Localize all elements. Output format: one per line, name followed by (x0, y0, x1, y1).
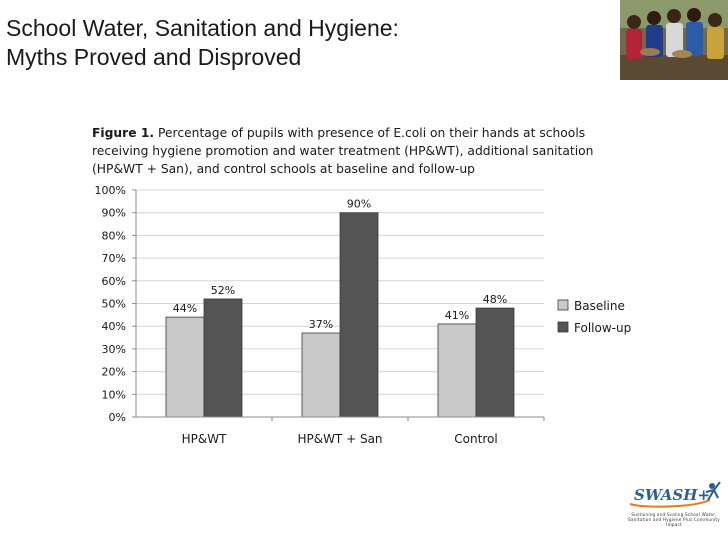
children-photo (620, 0, 728, 80)
y-tick-label: 60% (102, 275, 126, 288)
children-photo-image (620, 0, 728, 80)
bar-baseline (165, 316, 205, 418)
axes: 0% 10% 20% 30% 40% 50% 60% 70% 80% 90% 100% HP&WT HP… (95, 184, 545, 446)
y-tick-label: 10% (102, 388, 126, 401)
x-tick-label: HP&WT + San (297, 432, 382, 446)
data-label: 52% (211, 284, 235, 297)
bar-baseline (301, 332, 341, 418)
y-tick-label: 20% (102, 366, 126, 379)
caption-line-3: (HP&WT + San), and control schools at ba… (92, 162, 475, 176)
caption-line-1-text: Percentage of pupils with presence of E.… (154, 126, 586, 140)
bar-followup (475, 307, 515, 418)
y-tick-label: 100% (95, 184, 126, 197)
figure-caption: Figure 1. Percentage of pupils with pres… (92, 124, 632, 178)
data-label: 41% (445, 309, 469, 322)
bars: 44% 52% 37% 90% 41% 48% (165, 198, 515, 418)
logo-tagline: Sustaining and Scaling School Water, San… (628, 512, 720, 527)
y-tick-label: 0% (109, 411, 126, 424)
swash-logo-image: SWASH+ (629, 481, 721, 508)
y-tick-label: 70% (102, 252, 126, 265)
y-tick-label: 50% (102, 298, 126, 311)
slide-title: School Water, Sanitation and Hygiene: My… (6, 14, 606, 72)
caption-line-2: receiving hygiene promotion and water tr… (92, 144, 594, 158)
data-label: 37% (309, 318, 333, 331)
legend-swatch (557, 321, 569, 333)
bar-followup (203, 298, 243, 418)
y-tick-label: 40% (102, 320, 126, 333)
slide-title-line-1: School Water, Sanitation and Hygiene: (6, 15, 399, 41)
data-label: 44% (173, 302, 197, 315)
data-label: 48% (483, 293, 507, 306)
bar-followup (339, 212, 379, 418)
x-tick-label: Control (454, 432, 497, 446)
bar-baseline (437, 323, 477, 418)
legend-label: Follow-up (574, 321, 631, 335)
legend: Baseline Follow-up (557, 299, 631, 335)
logo-text: SWASH+ (634, 486, 710, 504)
legend-label: Baseline (574, 299, 625, 313)
legend-swatch (557, 299, 569, 311)
x-tick-label: HP&WT (182, 432, 227, 446)
caption-line-1: Figure 1. Percentage of pupils with pres… (92, 124, 632, 142)
y-tick-label: 90% (102, 207, 126, 220)
caption-label: Figure 1. (92, 126, 155, 140)
y-tick-label: 80% (102, 229, 126, 242)
y-tick-label: 30% (102, 343, 126, 356)
swash-logo: SWASH+ (622, 478, 726, 544)
data-label: 90% (347, 198, 371, 211)
slide-title-line-2: Myths Proved and Disproved (6, 44, 302, 70)
